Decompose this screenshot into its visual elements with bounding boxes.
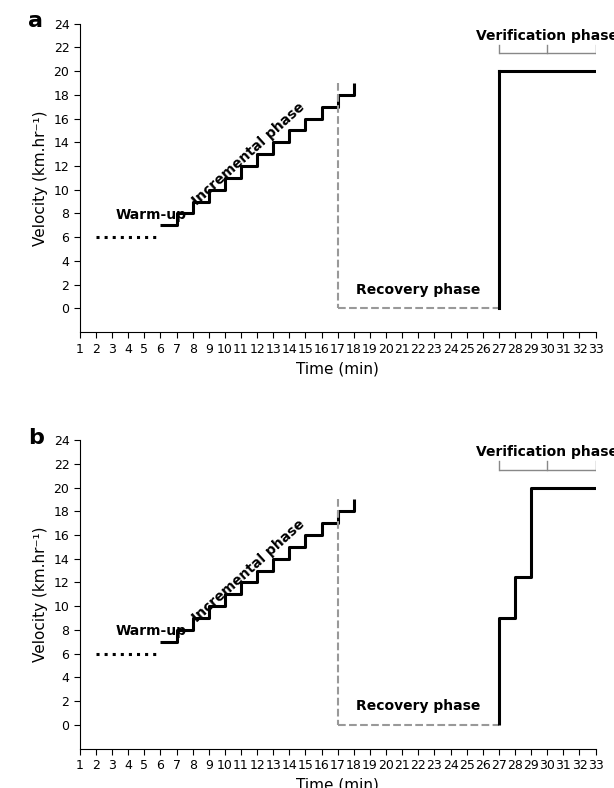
- Y-axis label: Velocity (km.hr⁻¹): Velocity (km.hr⁻¹): [33, 526, 48, 662]
- Text: a: a: [28, 11, 43, 32]
- Text: Verification phase: Verification phase: [476, 445, 614, 459]
- Text: b: b: [28, 428, 44, 448]
- Y-axis label: Velocity (km.hr⁻¹): Velocity (km.hr⁻¹): [33, 110, 48, 246]
- Text: Recovery phase: Recovery phase: [356, 283, 481, 296]
- Text: Incremental phase: Incremental phase: [190, 100, 308, 208]
- Text: Recovery phase: Recovery phase: [356, 699, 481, 713]
- X-axis label: Time (min): Time (min): [297, 361, 379, 376]
- Text: Verification phase: Verification phase: [476, 28, 614, 43]
- Text: Warm-up: Warm-up: [115, 208, 186, 221]
- X-axis label: Time (min): Time (min): [297, 778, 379, 788]
- Text: Warm-up: Warm-up: [115, 624, 186, 638]
- Text: Incremental phase: Incremental phase: [190, 517, 308, 625]
